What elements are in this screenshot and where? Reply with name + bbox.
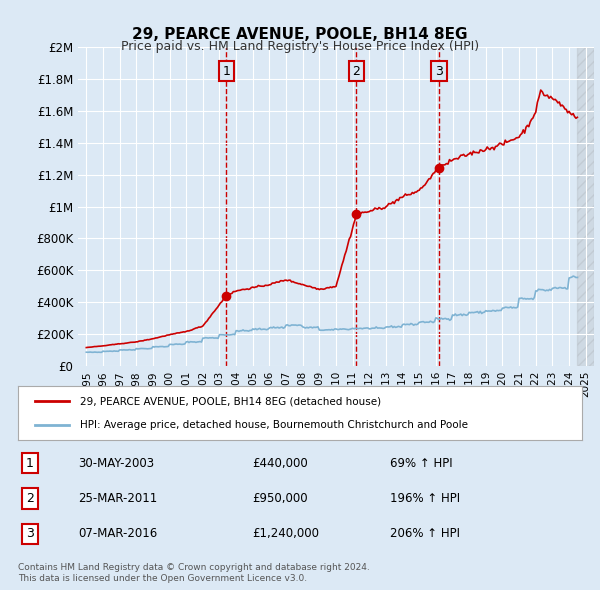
Text: 29, PEARCE AVENUE, POOLE, BH14 8EG (detached house): 29, PEARCE AVENUE, POOLE, BH14 8EG (deta… (80, 396, 381, 407)
Text: 2: 2 (353, 64, 361, 78)
Text: Price paid vs. HM Land Registry's House Price Index (HPI): Price paid vs. HM Land Registry's House … (121, 40, 479, 53)
Text: 29, PEARCE AVENUE, POOLE, BH14 8EG: 29, PEARCE AVENUE, POOLE, BH14 8EG (132, 27, 468, 41)
Text: 25-MAR-2011: 25-MAR-2011 (78, 492, 157, 505)
Text: 3: 3 (26, 527, 34, 540)
Text: 206% ↑ HPI: 206% ↑ HPI (390, 527, 460, 540)
Text: £950,000: £950,000 (252, 492, 308, 505)
Text: 07-MAR-2016: 07-MAR-2016 (78, 527, 157, 540)
Text: £440,000: £440,000 (252, 457, 308, 470)
Text: 3: 3 (435, 64, 443, 78)
Text: 69% ↑ HPI: 69% ↑ HPI (390, 457, 452, 470)
Text: 1: 1 (223, 64, 230, 78)
Text: 1: 1 (26, 457, 34, 470)
Text: 30-MAY-2003: 30-MAY-2003 (78, 457, 154, 470)
Text: £1,240,000: £1,240,000 (252, 527, 319, 540)
Text: Contains HM Land Registry data © Crown copyright and database right 2024.
This d: Contains HM Land Registry data © Crown c… (18, 563, 370, 583)
Text: HPI: Average price, detached house, Bournemouth Christchurch and Poole: HPI: Average price, detached house, Bour… (80, 419, 468, 430)
Bar (577, 47, 594, 366)
Text: 2: 2 (26, 492, 34, 505)
Text: 196% ↑ HPI: 196% ↑ HPI (390, 492, 460, 505)
